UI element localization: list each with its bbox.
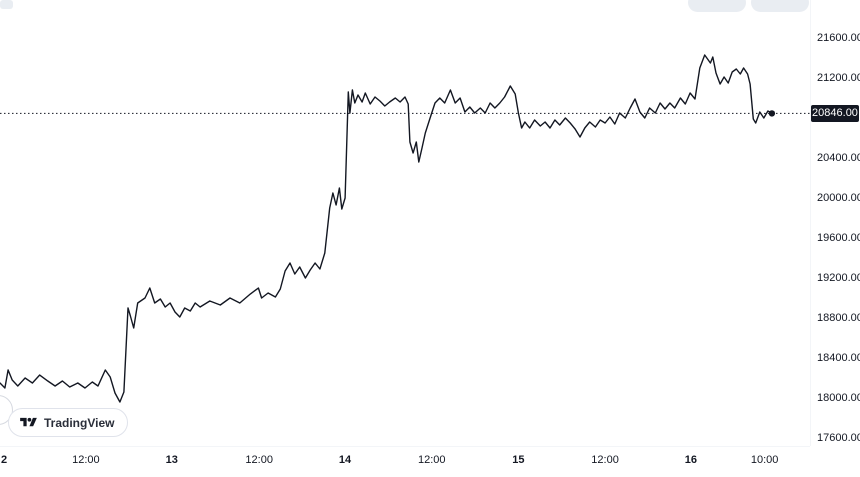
price-line-svg[interactable] [0,0,810,477]
tradingview-attribution[interactable]: TradingView [8,408,129,437]
time-tick-label: 16 [684,454,698,466]
time-tick-label: 12:00 [72,454,100,466]
price-tick-label: 18000.00 [817,392,860,404]
price-tick-label: 21200.00 [817,72,860,84]
price-axis[interactable]: 21600.00 21200.00 20400.00 20000.00 19600.00… [810,0,860,446]
current-price-badge: 20846.00 [811,104,859,122]
price-tick-label: 18400.00 [817,352,860,364]
time-axis[interactable]: 2 12:00 13 12:00 14 12:00 15 12:00 16 10:00 [0,446,810,477]
time-tick-label: 2 [0,454,8,466]
toolbar-button-cropped-3[interactable] [0,0,13,9]
price-tick-label: 20400.00 [817,152,860,164]
price-tick-label: 19200.00 [817,272,860,284]
tradingview-logo-icon [20,417,37,427]
price-tick-label: 20000.00 [817,192,860,204]
price-tick-label: 17600.00 [817,432,860,444]
toolbar-button-cropped-1[interactable] [688,0,746,12]
time-tick-label: 15 [512,454,525,466]
price-tick-label: 19600.00 [817,232,860,244]
time-tick-label: 12:00 [417,454,446,466]
time-tick-label: 14 [338,454,352,466]
tradingview-label: TradingView [44,415,115,430]
toolbar-button-cropped-2[interactable] [751,0,809,12]
time-tick-label: 13 [165,454,178,466]
time-tick-label: 10:00 [750,454,779,466]
time-tick-label: 12:00 [591,454,619,466]
price-tick-label: 18800.00 [817,312,860,324]
price-tick-label: 21600.00 [817,32,860,44]
time-tick-label: 12:00 [245,454,273,466]
